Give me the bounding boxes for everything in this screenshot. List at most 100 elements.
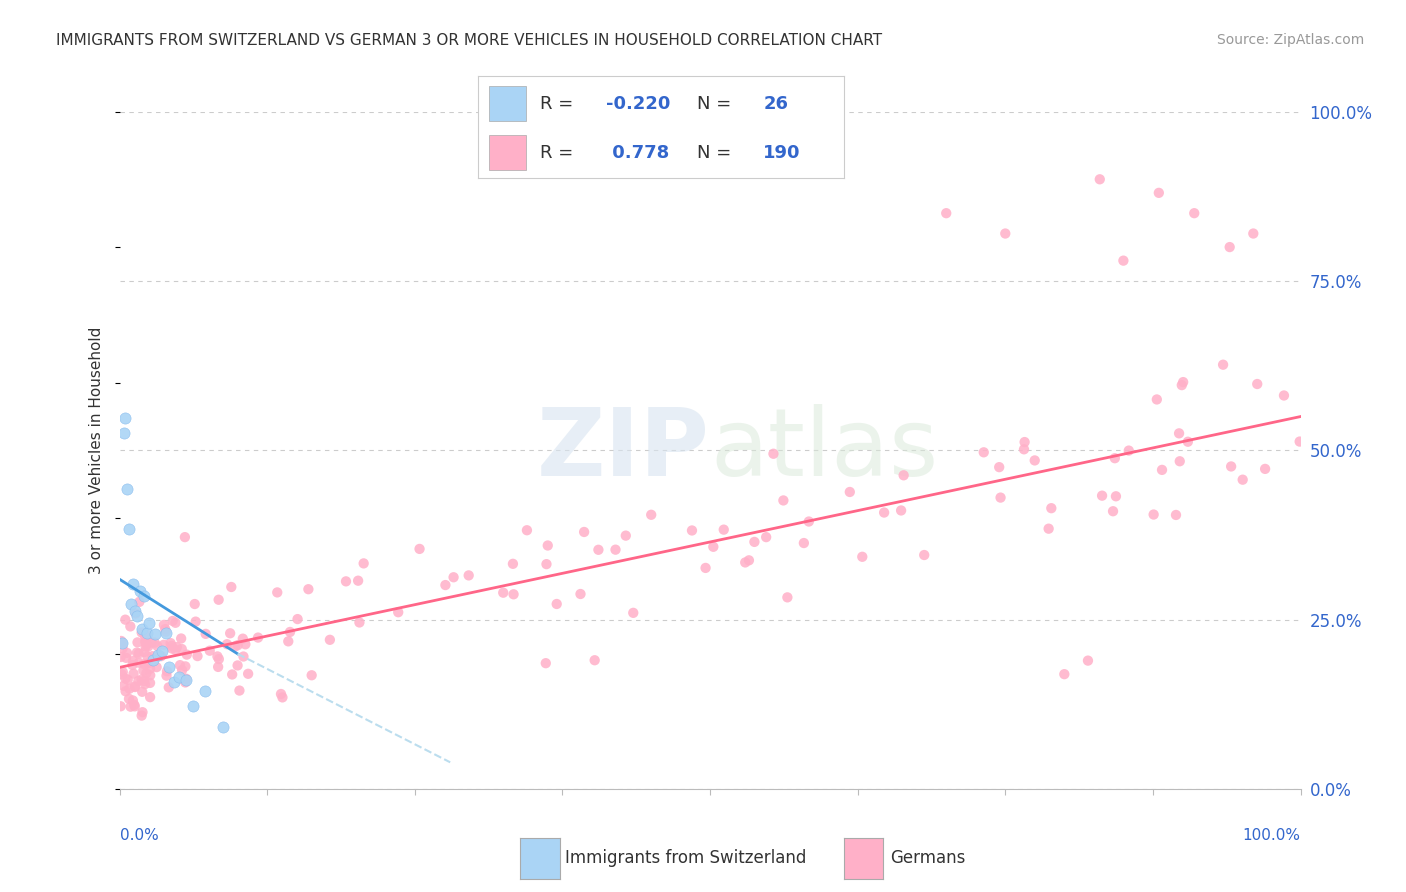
Point	[1254, 462, 1277, 476]
Point	[994, 227, 1017, 241]
Text: N =: N =	[697, 95, 737, 112]
Point	[114, 613, 136, 627]
Point	[150, 649, 173, 664]
Point	[1232, 473, 1254, 487]
Point	[1164, 508, 1187, 522]
FancyBboxPatch shape	[489, 136, 526, 170]
Text: Source: ZipAtlas.com: Source: ZipAtlas.com	[1216, 33, 1364, 47]
Point	[702, 540, 724, 554]
Point	[160, 641, 183, 656]
Point	[174, 672, 197, 686]
Point	[134, 677, 156, 691]
Point	[973, 445, 995, 459]
Text: -0.220: -0.220	[606, 95, 671, 112]
Point	[121, 657, 143, 672]
Point	[1104, 451, 1126, 466]
Point	[155, 622, 177, 636]
Point	[1105, 489, 1128, 503]
Point	[194, 627, 217, 641]
Point	[270, 687, 292, 701]
Point	[134, 629, 156, 643]
Point	[278, 624, 301, 639]
Point	[143, 635, 166, 649]
Point	[457, 568, 479, 582]
Point	[873, 506, 896, 520]
Point	[1177, 434, 1199, 449]
Point	[128, 647, 150, 661]
Point	[131, 673, 153, 687]
Point	[297, 582, 319, 597]
Point	[165, 615, 187, 630]
Point	[1112, 253, 1135, 268]
Point	[1147, 186, 1170, 200]
Point	[1014, 435, 1036, 450]
Point	[143, 627, 166, 641]
Point	[890, 503, 912, 517]
Point	[131, 685, 153, 699]
Point	[167, 670, 190, 684]
FancyBboxPatch shape	[489, 87, 526, 121]
Point	[301, 668, 323, 682]
Point	[605, 542, 627, 557]
Y-axis label: 3 or more Vehicles in Household: 3 or more Vehicles in Household	[89, 326, 104, 574]
Point	[170, 642, 193, 657]
Point	[1024, 453, 1046, 467]
Point	[118, 681, 141, 696]
Point	[142, 652, 165, 666]
Point	[838, 485, 860, 500]
Point	[713, 523, 735, 537]
Point	[236, 666, 259, 681]
Point	[131, 622, 153, 636]
Point	[157, 681, 180, 695]
Point	[232, 632, 254, 646]
Point	[170, 632, 193, 646]
Point	[160, 639, 183, 653]
Point	[114, 411, 136, 425]
Point	[150, 644, 173, 658]
Point	[118, 523, 141, 537]
Point	[335, 574, 357, 589]
Point	[1146, 392, 1168, 407]
Point	[111, 636, 134, 650]
Point	[1118, 443, 1140, 458]
Point	[145, 660, 167, 674]
Point	[111, 667, 134, 681]
Point	[583, 653, 606, 667]
Point	[235, 637, 257, 651]
Point	[851, 549, 873, 564]
Point	[776, 591, 799, 605]
Point	[247, 631, 270, 645]
Point	[181, 699, 204, 714]
Point	[114, 684, 136, 698]
Point	[124, 699, 146, 714]
Point	[124, 604, 146, 618]
Point	[502, 557, 524, 571]
Point	[138, 615, 160, 630]
Point	[132, 664, 155, 678]
Text: 26: 26	[763, 95, 789, 112]
Point	[1173, 375, 1195, 389]
Point	[148, 648, 170, 663]
Point	[176, 648, 198, 662]
Point	[1168, 426, 1191, 441]
Point	[122, 693, 145, 707]
Point	[166, 640, 188, 654]
Point	[640, 508, 662, 522]
Point	[1091, 489, 1114, 503]
Point	[135, 636, 157, 650]
Point	[169, 658, 191, 673]
Point	[127, 609, 149, 624]
Point	[134, 589, 156, 603]
Point	[153, 618, 176, 632]
Point	[135, 637, 157, 651]
Text: IMMIGRANTS FROM SWITZERLAND VS GERMAN 3 OR MORE VEHICLES IN HOUSEHOLD CORRELATIO: IMMIGRANTS FROM SWITZERLAND VS GERMAN 3 …	[56, 33, 883, 47]
Point	[614, 528, 637, 542]
Point	[738, 553, 761, 567]
Point	[141, 649, 163, 664]
Point	[443, 570, 465, 584]
Point	[1040, 501, 1063, 516]
Point	[124, 698, 146, 712]
Text: R =: R =	[540, 95, 579, 112]
Point	[139, 668, 162, 682]
Point	[1272, 388, 1295, 402]
